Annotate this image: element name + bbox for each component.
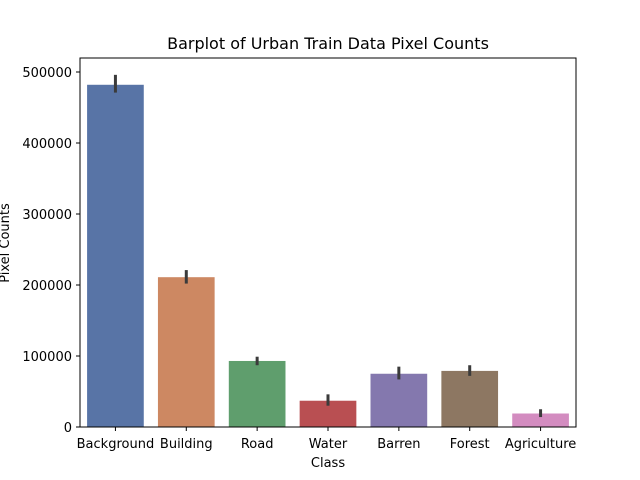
y-tick-label: 300000	[22, 208, 72, 223]
bars-group	[87, 84, 569, 427]
bar-road	[228, 360, 286, 427]
y-tick-label: 0	[64, 421, 72, 436]
bar-agriculture	[512, 413, 569, 427]
x-tick-label: Agriculture	[505, 437, 577, 452]
y-axis-label: Pixel Counts	[0, 203, 13, 283]
x-tick-label: Water	[309, 437, 348, 452]
chart-title: Barplot of Urban Train Data Pixel Counts	[167, 34, 489, 53]
y-tick-label: 500000	[22, 66, 72, 81]
x-tick-label: Forest	[450, 437, 490, 452]
error-bars-group	[113, 74, 543, 418]
x-axis-label: Class	[311, 456, 345, 471]
bar-forest	[441, 370, 499, 427]
x-tick-label: Building	[160, 437, 213, 452]
bar-background	[87, 84, 144, 427]
x-tick-label: Road	[241, 437, 274, 452]
bar-barren	[370, 373, 428, 427]
x-tick-label: Barren	[377, 437, 420, 452]
plot-frame	[79, 57, 577, 428]
x-axis: Background Building Road Water Barren Forest A…	[77, 427, 577, 452]
y-tick-label: 200000	[22, 279, 72, 294]
x-tick-label: Background	[77, 437, 155, 452]
bar-building	[157, 277, 215, 427]
y-tick-label: 100000	[22, 350, 72, 365]
y-axis: 0 100000 200000 300000 400000 500000	[22, 66, 80, 436]
y-tick-label: 400000	[22, 137, 72, 152]
